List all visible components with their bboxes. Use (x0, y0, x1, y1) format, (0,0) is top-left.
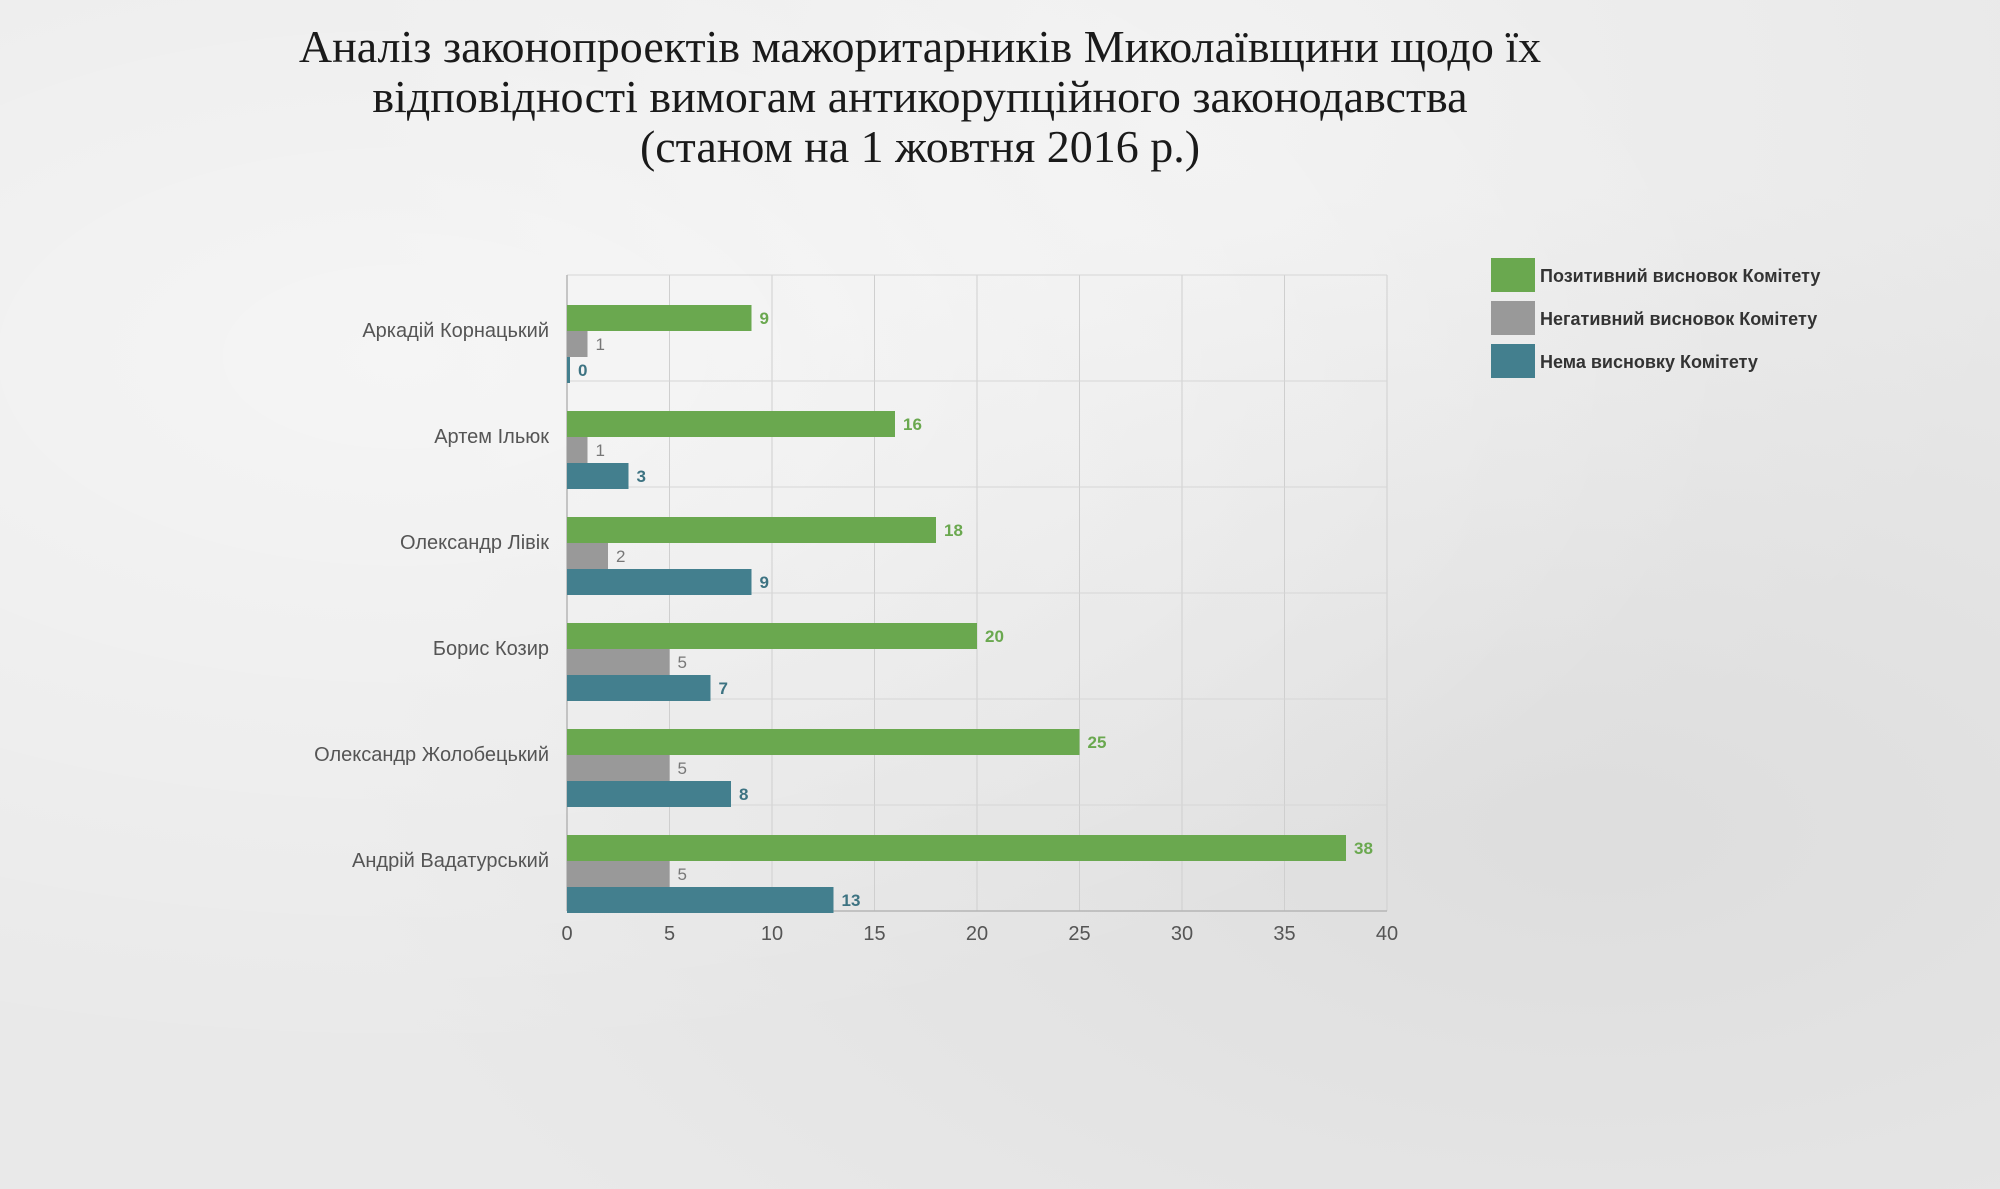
bar-none (567, 463, 629, 489)
bar-negative (567, 543, 608, 569)
legend-swatch (1491, 344, 1535, 378)
x-tick-label: 15 (863, 923, 885, 945)
bar-positive (567, 623, 977, 649)
bar-none (567, 887, 834, 913)
x-tick-label: 0 (561, 923, 572, 945)
data-label: 5 (678, 865, 687, 884)
data-label: 18 (944, 521, 963, 540)
bar-negative (567, 649, 670, 675)
bar-none (567, 781, 731, 807)
data-label: 5 (678, 759, 687, 778)
x-tick-label: 40 (1376, 923, 1398, 945)
bar-positive (567, 411, 895, 437)
bar-none (567, 569, 752, 595)
x-tick-label: 10 (761, 923, 783, 945)
chart-title-line-1: Аналіз законопроектів мажоритарників Мик… (298, 21, 1542, 72)
category-label: Аркадій Корнацький (362, 320, 549, 342)
bar-positive (567, 835, 1346, 861)
x-tick-label: 25 (1068, 923, 1090, 945)
legend-label: Негативний висновок Комітету (1540, 309, 1817, 329)
bar-negative (567, 755, 670, 781)
data-label: 38 (1354, 839, 1373, 858)
data-label: 16 (903, 415, 922, 434)
chart-title-line-2: відповідності вимогам антикорупційного з… (372, 71, 1468, 122)
legend-label: Нема висновку Комітету (1540, 352, 1758, 372)
x-tick-label: 20 (966, 923, 988, 945)
x-tick-label: 35 (1273, 923, 1295, 945)
bar-positive (567, 517, 936, 543)
data-label: 8 (739, 785, 748, 804)
x-tick-label: 5 (664, 923, 675, 945)
chart-title-line-3: (станом на 1 жовтня 2016 р.) (639, 121, 1201, 172)
category-label: Андрій Вадатурський (352, 850, 549, 872)
data-label: 7 (719, 679, 728, 698)
bar-none (567, 675, 711, 701)
data-label: 3 (637, 467, 646, 486)
x-tick-label: 30 (1171, 923, 1193, 945)
category-label: Олександр Лівік (400, 532, 549, 554)
data-label: 9 (760, 573, 769, 592)
bar-positive (567, 305, 752, 331)
data-label: 0 (578, 361, 587, 380)
bar-negative (567, 861, 670, 887)
chart-title: Аналіз законопроектів мажоритарників Мик… (140, 22, 1700, 172)
bar-none (567, 357, 570, 383)
data-label: 25 (1088, 733, 1107, 752)
bar-negative (567, 331, 588, 357)
data-label: 5 (678, 653, 687, 672)
data-label: 9 (760, 309, 769, 328)
data-label: 20 (985, 627, 1004, 646)
bar-negative (567, 437, 588, 463)
data-label: 2 (616, 547, 625, 566)
category-label: Борис Козир (433, 638, 549, 660)
data-label: 1 (596, 441, 605, 460)
category-label: Артем Ільюк (434, 426, 549, 448)
data-label: 1 (596, 335, 605, 354)
data-label: 13 (842, 891, 861, 910)
bar-positive (567, 729, 1080, 755)
legend-swatch (1491, 258, 1535, 292)
category-label: Олександр Жолобецький (314, 744, 549, 766)
legend-swatch (1491, 301, 1535, 335)
legend-label: Позитивний висновок Комітету (1540, 266, 1820, 286)
